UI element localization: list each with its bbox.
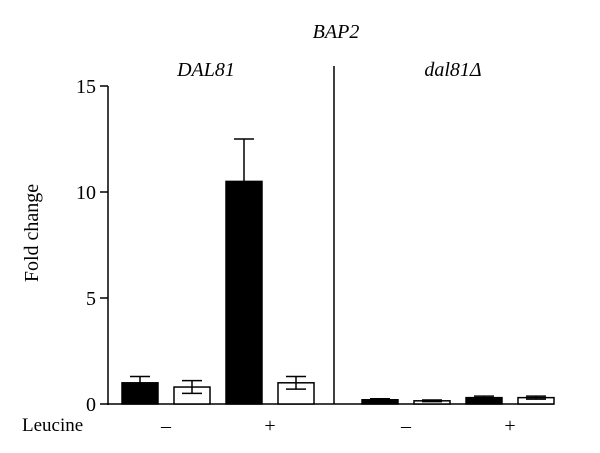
x-axis-label: Leucine xyxy=(22,415,83,436)
y-tick-label: 15 xyxy=(76,76,96,98)
panel-label-right: dal81Δ xyxy=(424,59,481,81)
y-axis-label: Fold change xyxy=(21,184,43,282)
leucine-tick-label: + xyxy=(504,415,515,437)
error-bar xyxy=(474,395,494,398)
error-bar xyxy=(182,379,202,395)
bars xyxy=(121,138,555,405)
bar-filled xyxy=(225,180,263,405)
y-ticks: 0 5 10 15 xyxy=(76,76,108,416)
bar-filled xyxy=(121,382,159,405)
x-tick-labels: – + – + xyxy=(160,415,516,437)
error-bar xyxy=(422,399,442,403)
panel-label-left: DAL81 xyxy=(176,59,235,81)
bar-filled xyxy=(465,396,503,405)
leucine-tick-label: – xyxy=(160,415,172,437)
error-bar xyxy=(370,397,390,400)
leucine-tick-label: – xyxy=(400,415,412,437)
error-bar xyxy=(130,375,150,383)
chart-title: BAP2 xyxy=(313,21,360,43)
error-bar xyxy=(286,375,306,390)
y-tick-label: 0 xyxy=(86,394,96,416)
y-tick-label: 5 xyxy=(86,288,96,310)
bar-filled xyxy=(361,399,399,405)
y-tick-label: 10 xyxy=(76,182,96,204)
error-bar xyxy=(234,138,254,182)
error-bar xyxy=(526,395,546,400)
leucine-tick-label: + xyxy=(264,415,275,437)
